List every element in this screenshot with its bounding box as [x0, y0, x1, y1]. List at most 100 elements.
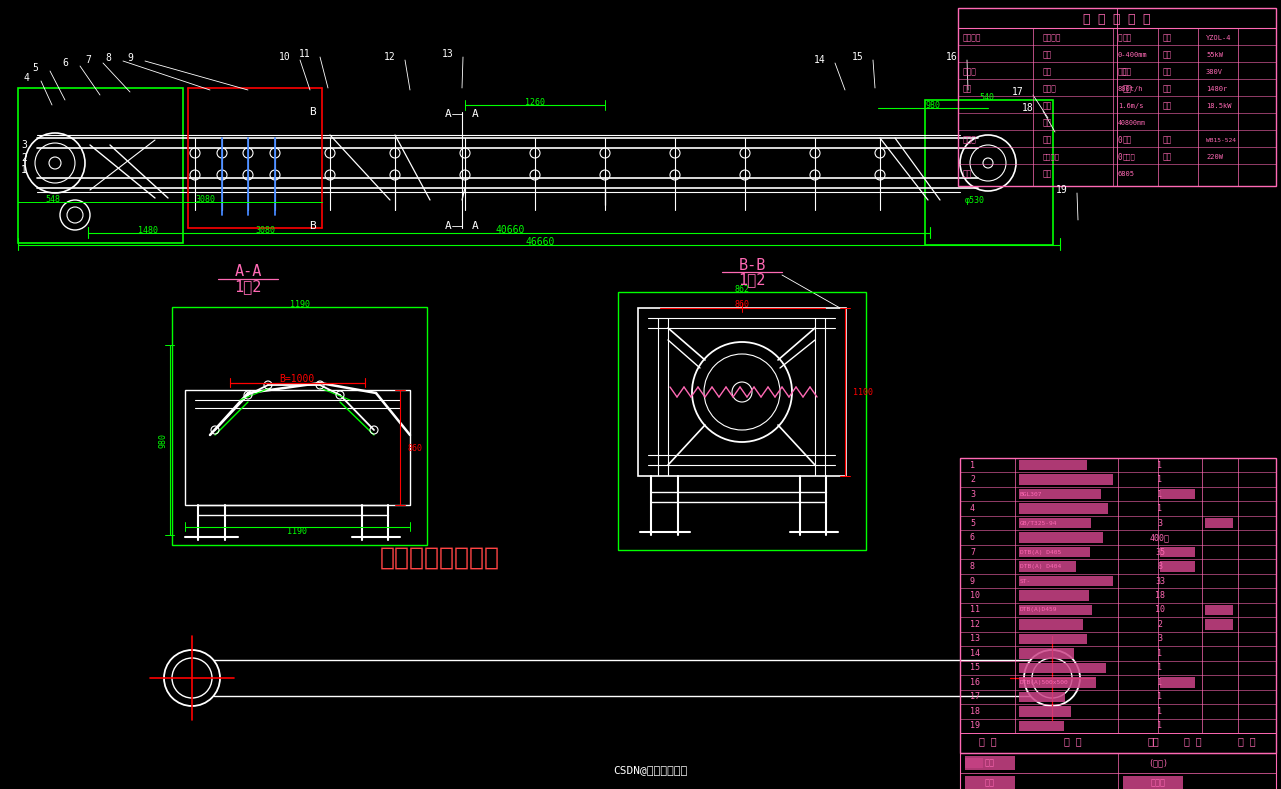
Text: 19: 19: [970, 721, 980, 731]
Text: B: B: [309, 107, 315, 117]
Text: 2: 2: [20, 153, 27, 163]
Text: CSDN@设计交流学习: CSDN@设计交流学习: [612, 765, 687, 775]
Text: 5: 5: [970, 518, 975, 528]
Text: 电机: 电机: [1123, 68, 1132, 77]
Text: 输送带整体布局图: 输送带整体布局图: [380, 546, 500, 570]
Text: 代 号: 代 号: [979, 736, 997, 746]
Text: A: A: [446, 109, 452, 119]
Text: 14: 14: [970, 649, 980, 658]
Bar: [1018, 503, 1073, 514]
Text: 1: 1: [1158, 721, 1162, 731]
Bar: [1123, 776, 1182, 789]
Text: 16: 16: [947, 52, 958, 62]
Text: 驱动: 驱动: [1123, 33, 1132, 43]
Text: 1：2: 1：2: [234, 279, 261, 294]
Text: YZOL-4: YZOL-4: [1205, 35, 1231, 41]
Text: 6805: 6805: [1118, 171, 1135, 177]
Text: 运输物料: 运输物料: [1043, 33, 1062, 43]
Text: 800t/h: 800t/h: [1118, 86, 1144, 92]
Text: 1: 1: [1158, 461, 1162, 469]
Text: 技 术 参 数 表: 技 术 参 数 表: [1084, 13, 1150, 25]
Bar: [959, 753, 1276, 789]
Text: 19: 19: [1056, 185, 1068, 195]
Bar: [1018, 619, 1103, 630]
Text: 制图: 制图: [985, 779, 995, 787]
Text: 功率: 功率: [1163, 50, 1172, 59]
Bar: [1018, 634, 1073, 644]
Text: 980: 980: [925, 100, 940, 110]
Bar: [1018, 604, 1099, 615]
Text: 功率: 功率: [1163, 152, 1172, 162]
Text: 14: 14: [815, 55, 826, 65]
Bar: [925, 100, 1053, 245]
Text: 8: 8: [105, 53, 111, 63]
Text: 1: 1: [1158, 664, 1162, 672]
Bar: [1205, 604, 1234, 615]
Bar: [1018, 590, 1104, 600]
Text: 备 注: 备 注: [1239, 736, 1255, 746]
Text: DTB(A) D405: DTB(A) D405: [1020, 550, 1061, 555]
Bar: [965, 756, 1015, 770]
Text: 代号: 代号: [985, 758, 995, 768]
Bar: [184, 390, 410, 505]
Text: 7: 7: [85, 55, 91, 65]
Text: B=1000: B=1000: [279, 374, 315, 384]
Bar: [1161, 489, 1195, 499]
Text: 18.5kW: 18.5kW: [1205, 103, 1231, 109]
Text: 2: 2: [1158, 620, 1162, 629]
Text: B-B: B-B: [738, 257, 766, 272]
Text: 548: 548: [46, 195, 60, 204]
Text: 1190: 1190: [290, 300, 310, 308]
Text: 9: 9: [127, 53, 133, 63]
Text: 17: 17: [970, 692, 980, 701]
Bar: [617, 292, 866, 550]
Text: 10: 10: [279, 52, 291, 62]
Text: 3: 3: [1158, 518, 1162, 528]
Text: 980: 980: [159, 432, 168, 447]
Text: 0: 0: [1118, 136, 1122, 144]
Bar: [1018, 547, 1071, 557]
Text: 液力: 液力: [1123, 136, 1132, 144]
Text: 3: 3: [970, 490, 975, 499]
Text: 1: 1: [1158, 707, 1162, 716]
Bar: [1018, 692, 1066, 702]
Text: 3: 3: [1158, 634, 1162, 643]
Text: 输送机: 输送机: [963, 68, 977, 77]
Text: WB15-524: WB15-524: [1205, 137, 1236, 143]
Text: 数量: 数量: [1146, 736, 1159, 746]
Text: 名 称: 名 称: [1065, 736, 1082, 746]
Bar: [1018, 706, 1065, 716]
Bar: [1018, 518, 1102, 529]
Text: φ530: φ530: [965, 196, 985, 204]
Text: 18: 18: [1155, 591, 1164, 600]
Text: 15: 15: [852, 52, 863, 62]
Bar: [1018, 474, 1071, 485]
Text: 材 料: 材 料: [1184, 736, 1202, 746]
Text: A: A: [471, 221, 478, 231]
Text: 380V: 380V: [1205, 69, 1223, 75]
Text: 12: 12: [970, 620, 980, 629]
Text: 工况: 工况: [1043, 68, 1052, 77]
Bar: [1018, 460, 1108, 470]
Bar: [1205, 619, 1234, 630]
Text: 8: 8: [1158, 562, 1162, 571]
Text: 张紧: 张紧: [963, 170, 972, 178]
Bar: [1018, 561, 1099, 572]
Text: 55kW: 55kW: [1205, 52, 1223, 58]
Bar: [965, 758, 983, 768]
Text: 型号: 型号: [1163, 136, 1172, 144]
Text: 4: 4: [970, 504, 975, 513]
Text: 1：2: 1：2: [738, 272, 766, 287]
Text: 生产率: 生产率: [1043, 84, 1057, 94]
Text: 13: 13: [442, 49, 453, 59]
Text: DTB(A)500x500: DTB(A)500x500: [1020, 680, 1068, 685]
Text: 偶合器: 偶合器: [1123, 154, 1136, 160]
Text: 12: 12: [384, 52, 396, 62]
Text: BGL307: BGL307: [1020, 492, 1043, 497]
Bar: [959, 458, 1276, 753]
Text: 35: 35: [1155, 548, 1164, 556]
Bar: [1018, 576, 1079, 586]
Text: 6: 6: [61, 58, 68, 68]
Text: 220W: 220W: [1205, 154, 1223, 160]
Text: 6: 6: [970, 533, 975, 542]
